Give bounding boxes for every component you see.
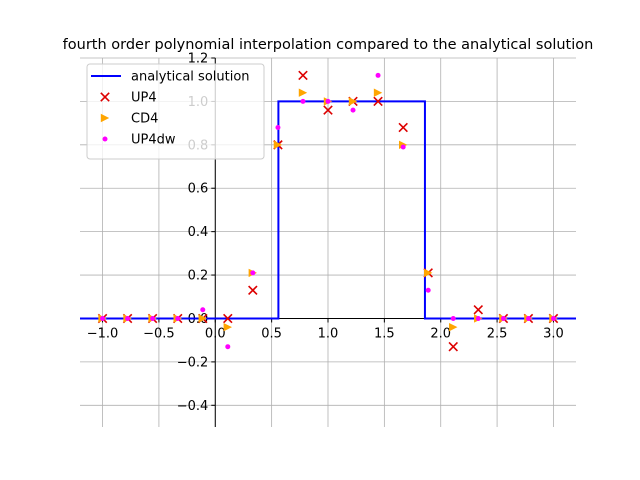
data-point bbox=[400, 144, 406, 150]
data-point bbox=[248, 285, 258, 296]
x-ticks: −1.0 −0.5 0.0 0.5 1.0 1.5 2.0 2.5 3.0 bbox=[87, 318, 564, 341]
x-tick-label: 2.5 bbox=[487, 326, 508, 341]
series-3 bbox=[100, 72, 556, 350]
data-point bbox=[275, 124, 281, 130]
data-point bbox=[298, 70, 308, 81]
x-tick-label: 1.0 bbox=[318, 326, 339, 341]
data-point bbox=[475, 315, 481, 321]
y-tick-label: −0.2 bbox=[177, 355, 209, 370]
series-layer bbox=[80, 70, 576, 352]
x-tick-label: 0.5 bbox=[261, 326, 282, 341]
data-point bbox=[375, 72, 381, 78]
data-point bbox=[223, 322, 232, 332]
legend-swatch-marker bbox=[100, 92, 110, 102]
y-tick-label: 0.6 bbox=[188, 182, 209, 197]
data-point bbox=[348, 97, 358, 106]
data-point bbox=[398, 122, 408, 133]
data-point bbox=[175, 315, 181, 321]
data-point bbox=[298, 88, 308, 97]
legend-swatch-marker bbox=[102, 136, 108, 142]
x-tick-label: −1.0 bbox=[87, 326, 119, 341]
x-tick-label: 1.5 bbox=[374, 326, 395, 341]
y-tick-label: 1.2 bbox=[188, 52, 209, 67]
x-tick-label: 3.0 bbox=[543, 326, 564, 341]
data-point bbox=[273, 140, 283, 150]
y-tick-label: −0.4 bbox=[177, 399, 209, 414]
data-point bbox=[323, 105, 333, 115]
data-point bbox=[200, 307, 206, 313]
data-point bbox=[225, 344, 231, 350]
legend-label: analytical solution bbox=[131, 70, 250, 85]
legend: analytical solution UP4 CD4 UP4dw bbox=[86, 63, 265, 160]
data-point bbox=[350, 107, 356, 113]
legend-label: CD4 bbox=[131, 112, 158, 127]
data-point bbox=[373, 96, 383, 107]
data-point bbox=[150, 315, 156, 321]
data-point bbox=[250, 270, 256, 276]
data-point bbox=[473, 305, 484, 315]
data-point bbox=[525, 315, 531, 321]
y-tick-label: 0.4 bbox=[188, 225, 209, 240]
data-point bbox=[125, 315, 131, 321]
legend-label: UP4dw bbox=[131, 133, 176, 148]
data-point bbox=[500, 315, 506, 321]
y-tick-label: 0.2 bbox=[188, 269, 209, 284]
data-point bbox=[449, 322, 458, 332]
data-point bbox=[425, 287, 431, 293]
legend-swatch-marker bbox=[100, 113, 110, 123]
data-point bbox=[325, 98, 331, 104]
data-point bbox=[550, 315, 556, 321]
legend-box bbox=[86, 63, 265, 160]
chart-title: fourth order polynomial interpolation co… bbox=[63, 37, 594, 53]
data-point bbox=[198, 314, 207, 323]
legend-label: UP4 bbox=[131, 91, 157, 106]
data-point bbox=[100, 315, 106, 321]
data-point bbox=[373, 88, 383, 97]
x-tick-label: 2.0 bbox=[430, 326, 451, 341]
data-point bbox=[300, 98, 306, 104]
x-tick-label: 0.0 bbox=[205, 326, 226, 341]
data-point bbox=[424, 268, 433, 278]
data-point bbox=[450, 315, 456, 321]
data-point bbox=[448, 341, 459, 352]
x-tick-label: −0.5 bbox=[143, 326, 175, 341]
data-point bbox=[223, 313, 233, 324]
